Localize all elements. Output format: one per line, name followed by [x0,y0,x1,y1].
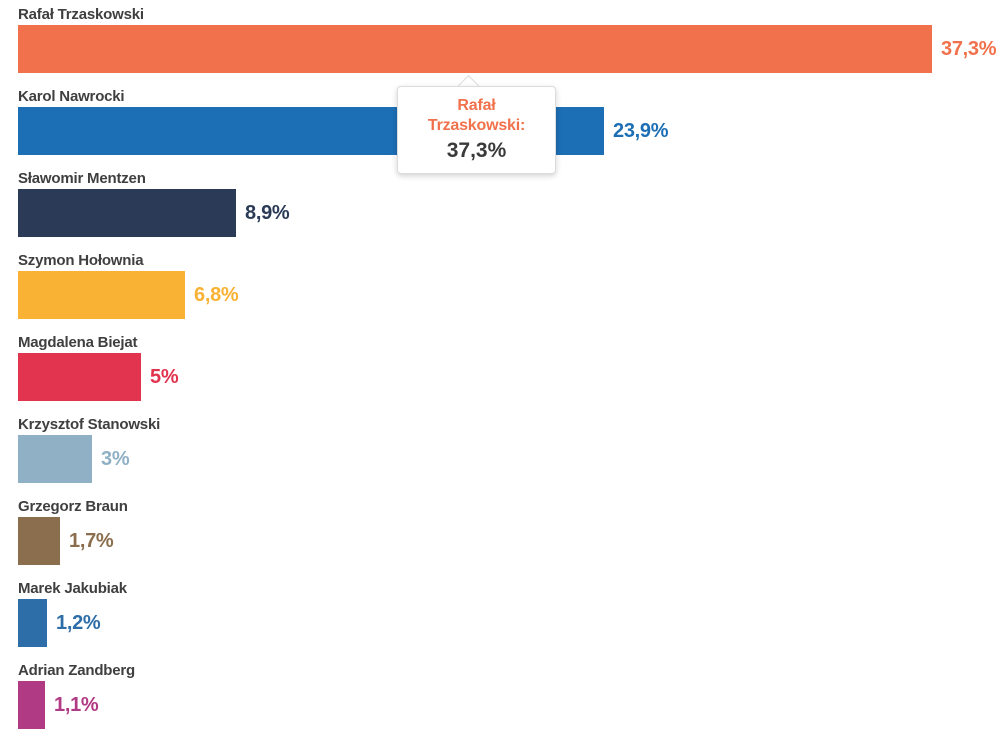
candidate-name-label: Grzegorz Braun [18,498,128,515]
value-label: 1,1% [54,693,99,716]
bar[interactable] [18,271,185,319]
candidate-name-label: Szymon Hołownia [18,252,144,269]
bar-line: 5% [18,353,1000,401]
value-label: 1,2% [56,611,101,634]
bar-row: Magdalena Biejat 5% [18,328,1000,410]
value-label: 23,9% [613,119,669,142]
bar[interactable] [18,517,60,565]
bar-row: Grzegorz Braun 1,7% [18,492,1000,574]
candidate-name-label: Adrian Zandberg [18,662,136,679]
candidate-name-label: Krzysztof Stanowski [18,416,161,433]
value-label: 5% [150,365,179,388]
bar-line: 37,3% [18,25,1000,73]
bar-line: 6,8% [18,271,1000,319]
candidate-name-label: Marek Jakubiak [18,580,127,597]
bar[interactable] [18,435,92,483]
candidate-name-label: Rafał Trzaskowski [18,6,144,23]
value-label: 3% [101,447,130,470]
bar-line: 1,2% [18,599,1000,647]
bar[interactable] [18,599,47,647]
tooltip-value: 37,3% [446,139,507,162]
candidate-name-label: Magdalena Biejat [18,334,138,351]
bar-row: Marek Jakubiak 1,2% [18,574,1000,656]
bar[interactable] [18,353,141,401]
bar-row: Sławomir Mentzen 8,9% [18,164,1000,246]
bar-line: 3% [18,435,1000,483]
bar-row: Adrian Zandberg 1,1% [18,656,1000,738]
tooltip: Rafał Trzaskowski: 37,3% [397,86,556,174]
candidate-name-label: Karol Nawrocki [18,88,125,105]
bar-row: Rafał Trzaskowski 37,3% [18,0,1000,82]
bar[interactable] [18,189,236,237]
bar-row: Krzysztof Stanowski 3% [18,410,1000,492]
value-label: 8,9% [245,201,290,224]
value-label: 1,7% [69,529,114,552]
bar[interactable] [18,25,932,73]
bar-row: Szymon Hołownia 6,8% [18,246,1000,328]
bar-line: 1,7% [18,517,1000,565]
bar-line: 1,1% [18,681,1000,729]
tooltip-candidate-name: Rafał Trzaskowski: [427,97,526,134]
bar-line: 8,9% [18,189,1000,237]
value-label: 6,8% [194,283,239,306]
candidate-name-label: Sławomir Mentzen [18,170,146,187]
bar[interactable] [18,681,45,729]
value-label: 37,3% [941,37,997,60]
